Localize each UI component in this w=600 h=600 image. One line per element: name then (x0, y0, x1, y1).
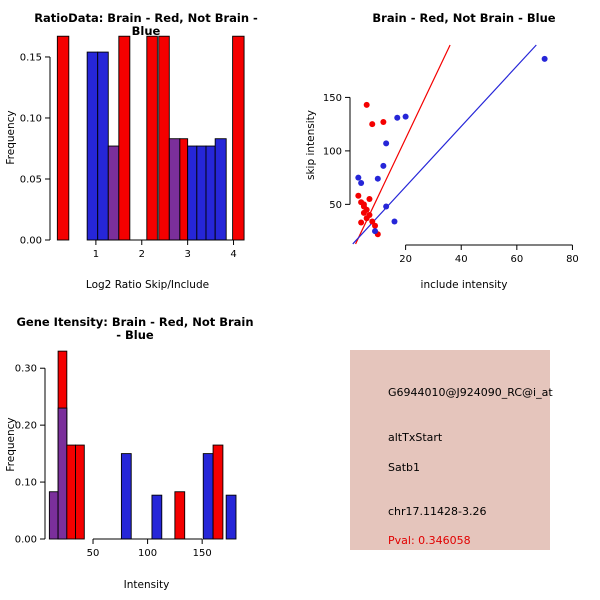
histogram-bar-red (66, 444, 77, 540)
data-point-blue (383, 203, 390, 210)
probe-id-text: G6944010@J924090_RC@i_at (388, 386, 553, 399)
data-point-blue (394, 114, 401, 121)
gene-name-text: Satb1 (388, 461, 421, 474)
intensity-scatter-title: Brain - Red, Not Brain - Blue (372, 11, 556, 25)
x-tick-label: 1 (93, 249, 99, 260)
histogram-bar-blue (205, 145, 216, 241)
ratio-histogram-plot: 1 2 3 4 0.00 0.05 0.10 0.15 Log2 Ratio Skip/Incl… (5, 35, 245, 291)
histogram-bar-blue (86, 51, 99, 241)
ratio-histogram-title: RatioData: Brain - Red, Not Brain - Blue (34, 11, 258, 38)
gene-info-box: G6944010@J924090_RC@i_at altTxStart Satb… (350, 350, 553, 550)
histogram-bar-red (232, 35, 245, 241)
y-axis-title: skip intensity (305, 110, 317, 180)
y-tick-label: 0.30 (15, 364, 37, 375)
x-tick-label: 150 (193, 548, 212, 559)
data-point-blue (374, 175, 381, 182)
ratio-histogram-panel: RatioData: Brain - Red, Not Brain - Blue… (0, 0, 300, 300)
x-tick-label: 40 (455, 254, 468, 265)
x-tick-label: 60 (510, 254, 523, 265)
intensity-scatter-panel: Brain - Red, Not Brain - Blue 20 40 60 80 50… (300, 0, 600, 300)
histogram-bar-purple (107, 145, 120, 241)
histogram-bar-red (146, 35, 158, 241)
gene-intensity-histogram-title: Gene Itensity: Brain - Red, Not Brain - … (16, 315, 254, 342)
data-point-red (358, 219, 365, 226)
histogram-bar-red (212, 444, 224, 540)
y-tick-label: 100 (323, 146, 342, 157)
x-axis-title: include intensity (421, 279, 508, 291)
histogram-bar-blue (196, 145, 207, 241)
data-point-red (363, 215, 370, 222)
x-tick-label: 50 (87, 548, 100, 559)
histogram-bar-red (118, 35, 131, 241)
data-point-blue (391, 218, 398, 225)
y-tick-label: 0.05 (20, 174, 42, 185)
data-point-blue (402, 113, 409, 120)
data-point-blue (383, 140, 390, 147)
data-point-red (360, 201, 367, 208)
gene-intensity-histogram-panel: Gene Itensity: Brain - Red, Not Brain - … (0, 300, 300, 600)
x-tick-label: 100 (138, 548, 157, 559)
data-point-red (372, 222, 379, 229)
histogram-bar-red (174, 491, 186, 540)
x-tick-label: 3 (184, 249, 190, 260)
y-axis-title: Frequency (5, 417, 17, 471)
histogram-bar-blue (97, 51, 109, 241)
data-point-red (369, 121, 376, 128)
data-point-blue (358, 179, 365, 186)
histogram-bar-purple (57, 407, 68, 540)
x-tick-label: 2 (139, 249, 145, 260)
fit-line-blue (352, 44, 537, 245)
histogram-bar-blue (214, 138, 227, 241)
y-tick-label: 0.15 (20, 52, 42, 63)
histogram-bar-red (158, 35, 170, 241)
x-tick-label: 20 (399, 254, 412, 265)
histogram-bar-red (75, 444, 85, 540)
histogram-bar-blue (151, 494, 163, 540)
data-point-red (360, 209, 367, 216)
data-point-red (363, 101, 370, 108)
pval-text: Pval: 0.346058 (388, 534, 471, 547)
data-point-blue (355, 174, 362, 181)
data-point-blue (541, 55, 548, 62)
genomic-location-text: chr17.11428-3.26 (388, 505, 487, 518)
data-point-blue (372, 228, 379, 235)
data-point-red (369, 218, 376, 225)
histogram-bar-blue (120, 453, 132, 540)
event-type-text: altTxStart (388, 431, 443, 444)
y-tick-label: 0.10 (15, 478, 37, 489)
y-tick-label: 150 (323, 93, 342, 104)
x-tick-label: 4 (230, 249, 236, 260)
histogram-bar-purple (48, 491, 59, 540)
x-tick-label: 80 (566, 254, 579, 265)
y-tick-label: 0.00 (15, 535, 37, 546)
histogram-bar-purple (168, 138, 181, 241)
y-tick-label: 50 (329, 200, 342, 211)
histogram-bar-red (56, 35, 70, 241)
histogram-bar-blue (225, 494, 237, 540)
data-point-blue (380, 162, 387, 169)
x-axis-title: Log2 Ratio Skip/Include (86, 279, 209, 291)
info-panel: G6944010@J924090_RC@i_at altTxStart Satb… (300, 300, 600, 600)
y-axis-title: Frequency (5, 110, 17, 164)
x-axis-title: Intensity (124, 579, 170, 591)
data-point-red (380, 119, 387, 126)
intensity-scatter-plot: 20 40 60 80 50 100 150 include intensity skip in… (305, 44, 579, 291)
histogram-bar-red (179, 138, 189, 241)
gene-intensity-histogram-plot: 50 100 150 0.00 0.10 0.20 0.30 Intensity Frequen… (5, 350, 237, 591)
y-tick-label: 0.20 (15, 421, 37, 432)
histogram-bar-blue (202, 453, 214, 540)
histogram-bar-blue (187, 145, 198, 241)
data-point-red (355, 192, 362, 199)
fit-line-red (355, 44, 451, 245)
y-tick-label: 0.00 (20, 236, 42, 247)
y-tick-label: 0.10 (20, 113, 42, 124)
data-point-red (366, 196, 373, 203)
